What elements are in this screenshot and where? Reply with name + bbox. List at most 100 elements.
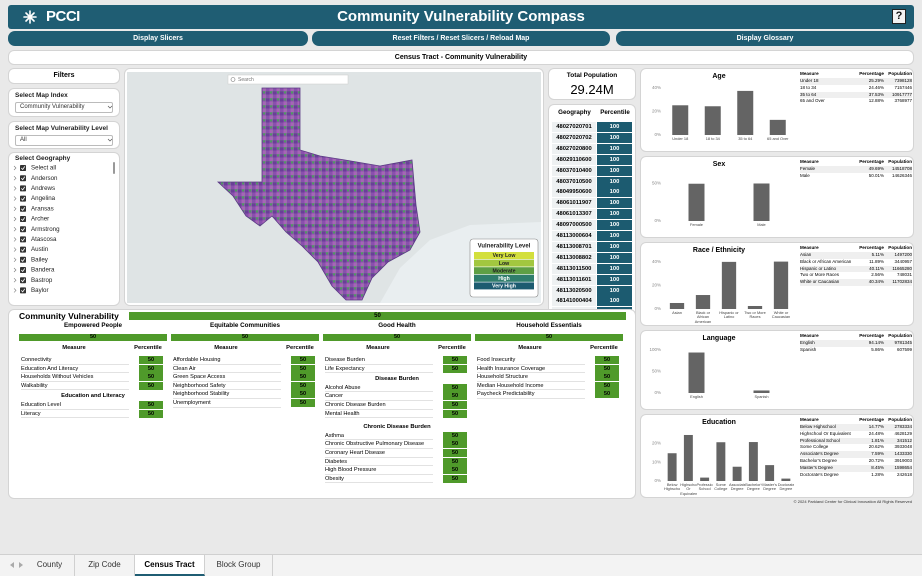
geography-item[interactable]: Aransas [31, 205, 54, 212]
geo-header: Geography [558, 109, 591, 116]
table-cell: Below Highschool [800, 424, 856, 431]
checkbox[interactable] [20, 246, 26, 253]
checkbox[interactable] [20, 216, 26, 222]
measure-header: Measure [62, 345, 86, 351]
vulnerability-level-label: Select Map Vulnerability Level [15, 125, 108, 132]
geo-percentile: 100 [597, 143, 632, 154]
expand-chevron[interactable] [13, 175, 17, 181]
checkbox[interactable] [20, 165, 26, 171]
table-header: Measure [800, 245, 819, 250]
expand-chevron[interactable] [13, 267, 17, 273]
checkbox[interactable] [20, 287, 26, 294]
expand-chevron[interactable] [13, 226, 17, 232]
table-cell: 14.77% [856, 424, 884, 431]
x-tick-label: Spanish [754, 395, 769, 399]
geography-item[interactable]: Bastrop [31, 277, 53, 284]
legend-label: Low [499, 261, 510, 267]
table-cell: 9781345 [884, 340, 912, 347]
pillar-score: 50 [323, 334, 471, 341]
expand-chevron[interactable] [13, 247, 17, 252]
geography-item[interactable]: Select all [31, 165, 56, 172]
filters-header: Filters [8, 68, 120, 84]
checkbox[interactable] [20, 185, 26, 192]
geography-item[interactable]: Armstrong [31, 226, 60, 233]
display-slicers-button[interactable]: Display Slicers [8, 31, 308, 46]
expand-chevron[interactable] [13, 186, 17, 191]
map-search-text: Search [238, 77, 254, 83]
geography-item[interactable]: Bandera [31, 267, 55, 274]
expand-chevron[interactable] [13, 288, 17, 293]
expand-chevron[interactable] [13, 257, 17, 263]
checkbox[interactable] [20, 175, 26, 182]
geography-item[interactable]: Andrews [31, 185, 55, 192]
sheet-tab[interactable]: Block Group [205, 555, 273, 576]
geo-percentile: 100 [597, 187, 632, 198]
x-tick-label: 18 to 34 [705, 137, 720, 141]
reset-button[interactable]: Reset Filters / Reset Slicers / Reload M… [312, 31, 610, 46]
state-shape [216, 87, 421, 301]
measure-percentile: 50 [443, 401, 467, 409]
measure: Clean Air [173, 365, 281, 374]
geo-id: 48029110600 [552, 154, 596, 165]
geography-item[interactable]: Archer [31, 216, 49, 223]
vulnerability-level-dropdown[interactable]: All [15, 135, 113, 146]
title: Community Vulnerability Compass [337, 8, 585, 25]
expand-chevron[interactable] [13, 216, 17, 222]
checkbox[interactable] [20, 205, 26, 212]
checkbox[interactable] [20, 267, 26, 273]
checkbox[interactable] [20, 277, 26, 284]
geo-percentile: 100 [597, 132, 632, 143]
tab-prev[interactable] [10, 562, 14, 568]
map-index-dropdown[interactable]: Community Vulnerability [15, 102, 113, 113]
sheet-tab[interactable]: County [25, 555, 75, 576]
table-cell: 2.56% [856, 272, 884, 280]
legend-swatch [474, 282, 534, 290]
y-tick-label: 40% [652, 259, 661, 264]
percentile-header: Percentile [590, 345, 618, 351]
bar [716, 442, 726, 481]
expand-chevron[interactable] [13, 165, 17, 171]
expand-chevron[interactable] [13, 237, 17, 242]
expand-chevron[interactable] [13, 277, 17, 283]
sheet-tab[interactable]: Zip Code [75, 555, 135, 576]
geography-item[interactable]: Bailey [31, 256, 49, 263]
geo-id: 48113011500 [552, 263, 596, 274]
sheet-tab[interactable]: Census Tract [135, 555, 205, 576]
geography-item[interactable]: Baylor [31, 287, 49, 294]
tab-next[interactable] [19, 562, 23, 568]
checkbox[interactable] [20, 236, 26, 243]
geo-id: 48037010400 [552, 165, 596, 176]
measure: Disease Burden [325, 356, 433, 365]
geography-item[interactable]: Austin [31, 246, 49, 253]
map-search-box[interactable] [227, 74, 349, 85]
checkbox[interactable] [20, 256, 26, 263]
table-cell: 11.89% [856, 258, 884, 266]
display-glossary-button[interactable]: Display Glossary [616, 31, 914, 46]
measure-percentile: 50 [595, 356, 619, 364]
y-tick-label: 0% [654, 306, 661, 311]
geo-id: 48061013307 [552, 209, 596, 220]
table-header: Measure [800, 333, 819, 338]
expand-chevron[interactable] [13, 206, 17, 212]
measure: Green Space Access [173, 373, 281, 382]
x-tick-label: Two or More Races [744, 311, 766, 320]
help-button[interactable]: ? [892, 9, 906, 24]
table-cell: 607599 [884, 346, 912, 354]
expand-chevron[interactable] [13, 196, 17, 201]
checkmark [21, 288, 26, 293]
x-tick-label: Asian [672, 311, 682, 315]
bar [737, 90, 754, 135]
x-tick-label: Professional School [696, 483, 713, 492]
table-cell: 20.62% [856, 444, 884, 452]
checkbox[interactable] [20, 226, 26, 233]
table-cell: Doctorate's Degree [800, 471, 856, 479]
checkmark [21, 206, 26, 211]
table-cell: 4628129 [884, 430, 912, 438]
geography-item[interactable]: Angelina [31, 195, 56, 202]
dropdown-arrow [107, 105, 113, 109]
table-cell: 1497200 [884, 252, 912, 259]
geography-item[interactable]: Anderson [31, 175, 58, 182]
bar [667, 453, 677, 481]
geography-item[interactable]: Atascosa [31, 236, 57, 243]
checkbox[interactable] [20, 195, 26, 202]
